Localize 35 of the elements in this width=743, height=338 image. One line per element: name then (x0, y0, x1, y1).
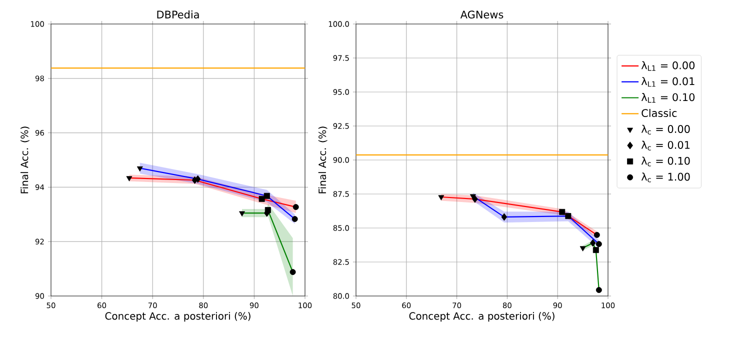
point (292, 216, 298, 222)
y-axis-title: Final Acc. (%) (20, 126, 30, 194)
legend-label: λ$_{c}$ = 0.00 (641, 124, 690, 135)
point (592, 247, 599, 254)
point (239, 211, 245, 216)
point (264, 207, 271, 214)
point (258, 196, 265, 202)
point (264, 192, 270, 199)
legend-label: λ$_{L1}$ = 0.00 (641, 61, 695, 71)
point (292, 204, 299, 210)
point (594, 232, 600, 238)
legend-label: λ$_{c}$ = 1.00 (641, 172, 690, 182)
point (472, 195, 478, 203)
point (194, 175, 201, 183)
y-axis-title: Final Acc. (%) (318, 126, 328, 194)
point (596, 287, 602, 294)
point (501, 213, 508, 221)
point (290, 269, 296, 276)
point (126, 176, 132, 182)
x-axis-title: Concept Acc. a posteriori (%) (105, 312, 250, 322)
legend-label: λ$_{L1}$ = 0.10 (641, 93, 695, 103)
point (438, 195, 444, 200)
x-axis-title: Concept Acc. a posteriori (%) (409, 312, 554, 322)
point (559, 208, 566, 215)
legend-label: Classic (642, 108, 677, 118)
legend-label: λ$_{c}$ = 0.10 (641, 156, 690, 166)
point (136, 166, 143, 172)
point (565, 213, 572, 220)
chart-title: DBPedia (157, 10, 199, 18)
chart-title: AGNews (460, 10, 504, 18)
legend-label: λ$_{L1}$ = 0.01 (641, 77, 694, 87)
point (596, 241, 602, 248)
legend-label: λ$_{c}$ = 0.01 (641, 140, 690, 150)
point (590, 239, 596, 247)
point (580, 246, 586, 252)
